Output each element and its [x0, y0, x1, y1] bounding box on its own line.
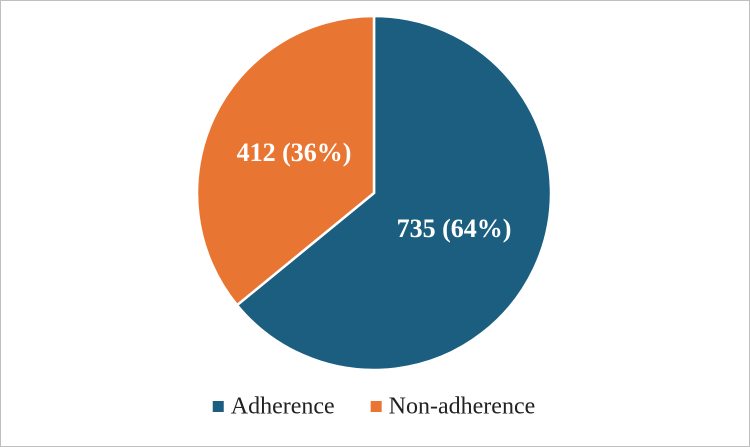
- legend-swatch: [370, 401, 382, 412]
- legend: Adherence Non-adherence: [212, 394, 536, 420]
- legend-text: Non-adherence: [389, 394, 536, 420]
- pie: [195, 14, 553, 372]
- slice-label: 412 (36%): [237, 138, 352, 167]
- legend-text: Adherence: [231, 394, 335, 420]
- pie-slice: [235, 14, 553, 372]
- slice-label: 735 (64%): [397, 214, 512, 243]
- slice-labels: 735 (64%) 412 (36%): [237, 138, 512, 243]
- legend-swatch: [212, 401, 224, 412]
- pie-slice: [195, 14, 376, 307]
